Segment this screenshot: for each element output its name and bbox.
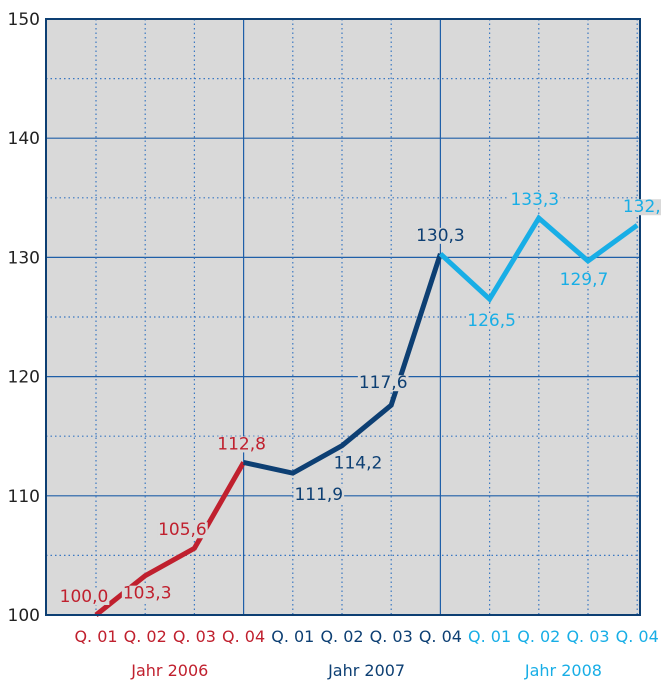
y-tick-label: 150 — [8, 10, 40, 30]
data-label-backing — [466, 313, 517, 330]
x-tick-label: Q. 01 — [271, 627, 314, 646]
data-label: 133,3 — [510, 190, 559, 210]
year-group-label: Jahr 2008 — [524, 661, 602, 680]
x-tick-label: Q. 03 — [173, 627, 216, 646]
data-label-backing — [58, 589, 110, 605]
y-tick-label: 140 — [8, 129, 40, 149]
data-label-backing — [332, 455, 384, 472]
data-label: 129,7 — [560, 270, 609, 290]
y-tick-label: 130 — [8, 248, 40, 268]
series-lines — [94, 214, 639, 617]
x-tick-label: Q. 04 — [616, 627, 659, 646]
x-tick-label: Q. 02 — [320, 627, 363, 646]
x-tick-label: Q. 03 — [566, 627, 609, 646]
y-tick-label: 120 — [8, 368, 40, 388]
year-group-labels: Jahr 2006 Jahr 2007 Jahr 2008 — [130, 661, 602, 680]
data-label: 105,6 — [158, 520, 207, 540]
grid — [46, 19, 640, 615]
data-label-backing — [415, 227, 466, 244]
data-label: 126,5 — [467, 311, 516, 331]
data-label: 117,6 — [359, 373, 408, 393]
data-label-backing — [216, 436, 267, 453]
plot-frame — [45, 18, 641, 616]
data-label: 130,3 — [416, 226, 465, 246]
x-tick-label: Q. 02 — [517, 627, 560, 646]
x-tick-label: Q. 01 — [468, 627, 511, 646]
year-group-label: Jahr 2006 — [130, 661, 208, 680]
x-tick-label: Q. 01 — [74, 627, 117, 646]
data-label-backing — [121, 585, 173, 602]
data-label: 111,9 — [294, 485, 343, 505]
series-line-jahr-2007 — [243, 253, 443, 476]
data-label: 132,7 — [623, 197, 661, 217]
y-tick-label: 110 — [8, 487, 40, 507]
data-label-backing — [293, 487, 345, 504]
data-label-backing — [357, 375, 409, 392]
data-label-backing — [509, 192, 561, 209]
data-label: 100,0 — [60, 587, 109, 607]
data-label-backing — [621, 199, 661, 216]
x-tick-label: Q. 04 — [222, 627, 265, 646]
x-axis-ticks: Q. 01 Q. 02 Q. 03 Q. 04 Q. 01 Q. 02 Q. 03 Q. 04… — [74, 627, 658, 646]
y-tick-label: 100 — [8, 606, 40, 626]
data-label: 112,8 — [217, 434, 266, 454]
y-axis-ticks: 100 110 120 130 140 150 — [8, 10, 40, 626]
x-tick-label: Q. 02 — [124, 627, 167, 646]
series-line-jahr-2006 — [94, 461, 246, 617]
data-labels: 100,0 103,3 105,6 112,8 111,9 114,2 117,6 130,3… — [58, 190, 661, 607]
data-label: 103,3 — [123, 584, 172, 604]
x-tick-label: Q. 04 — [419, 627, 462, 646]
year-group-label: Jahr 2007 — [327, 661, 405, 680]
data-label-backing — [558, 271, 610, 288]
data-label-backing — [157, 522, 208, 539]
x-tick-label: Q. 03 — [370, 627, 413, 646]
series-line-jahr-2008 — [438, 214, 639, 304]
data-label: 114,2 — [334, 454, 383, 474]
